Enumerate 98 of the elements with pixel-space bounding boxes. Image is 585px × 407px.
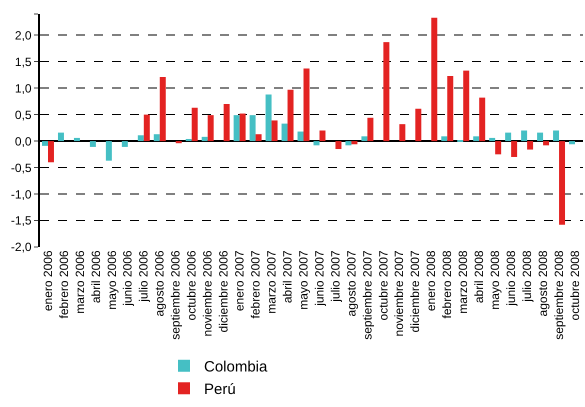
x-tick-label: marzo 2008 (456, 250, 470, 314)
bar (511, 141, 518, 157)
bar (106, 141, 112, 161)
bar (122, 141, 128, 147)
bar (192, 108, 198, 142)
bar (351, 141, 358, 144)
bar (160, 77, 166, 142)
bar (74, 138, 80, 142)
x-tick-label: diciembre 2006 (216, 250, 231, 332)
y-tick-label: -2,0 (10, 240, 32, 254)
x-tick-label: mayo 2008 (488, 250, 502, 310)
bar (272, 120, 278, 142)
bar (250, 115, 256, 142)
x-tick-label: julio 2006 (136, 250, 151, 303)
x-tick-label: junio 2006 (120, 250, 135, 307)
bar (399, 124, 406, 142)
x-tick-label: enero 2007 (232, 250, 247, 312)
bar (447, 76, 454, 142)
x-tick-label: febrero 2008 (440, 250, 454, 318)
y-tick-label: 0,5 (14, 108, 32, 122)
bar (144, 114, 150, 142)
bar (266, 94, 272, 142)
x-tick-label: agosto 2007 (344, 250, 358, 316)
y-tick-label: -1,5 (10, 214, 32, 228)
x-tick-label: mayo 2006 (104, 250, 119, 310)
bar (383, 42, 390, 142)
bar (559, 141, 566, 225)
y-tick-label: -0,5 (10, 160, 32, 175)
bar (543, 141, 550, 146)
y-tick-label: 1,0 (14, 81, 32, 96)
x-tick-label: agosto 2006 (152, 250, 167, 316)
bar (537, 132, 544, 142)
bar (224, 104, 230, 142)
x-tick-label: marzo 2006 (72, 250, 87, 314)
bar (298, 132, 304, 142)
x-tick-label: enero 2006 (40, 250, 55, 312)
bar (48, 141, 54, 162)
x-tick-label: febrero 2007 (248, 250, 262, 318)
x-tick-label: junio 2008 (504, 250, 518, 307)
bar (553, 130, 560, 142)
x-tick-label: septiembre 2006 (168, 250, 183, 340)
x-tick-label: junio 2007 (312, 250, 326, 307)
x-tick-label: julio 2008 (520, 250, 534, 303)
x-tick-label: noviembre 2007 (392, 250, 406, 336)
bar (569, 141, 576, 144)
bar (186, 138, 192, 142)
y-tick-label: -1,0 (10, 187, 32, 202)
y-tick-label: 2,0 (14, 28, 32, 42)
bar (527, 141, 534, 150)
bar (463, 70, 470, 142)
bar (489, 138, 496, 142)
bar (345, 141, 352, 146)
x-tick-label: abril 2006 (88, 250, 103, 304)
bar (441, 136, 448, 142)
legend-label: Perú (204, 381, 236, 398)
bar (415, 108, 422, 142)
x-tick-label: septiembre 2008 (552, 250, 566, 340)
bar (282, 124, 288, 142)
bar (335, 141, 342, 150)
bar (288, 90, 294, 142)
x-tick-label: septiembre 2007 (360, 250, 374, 340)
bar (431, 18, 438, 142)
bar (319, 130, 326, 142)
x-tick-label: julio 2007 (328, 250, 342, 303)
x-tick-label: marzo 2007 (264, 250, 278, 314)
bar (505, 132, 512, 142)
x-tick-label: octubre 2007 (376, 250, 390, 320)
bar (138, 135, 144, 142)
y-tick-label: 1,5 (14, 54, 32, 69)
x-tick-label: febrero 2006 (56, 250, 71, 318)
bar (367, 118, 374, 142)
bar (202, 136, 208, 142)
bar (479, 98, 486, 142)
legend-label: Colombia (204, 358, 268, 376)
x-tick-label: diciembre 2007 (408, 250, 422, 332)
x-tick-label: enero 2008 (424, 250, 438, 312)
bar (256, 134, 262, 142)
bar (473, 136, 480, 142)
bar (90, 141, 96, 147)
bar (234, 115, 240, 142)
x-tick-label: abril 2008 (472, 250, 486, 304)
x-tick-label: mayo 2007 (296, 250, 310, 310)
x-tick-label: octubre 2008 (568, 250, 582, 320)
bar (304, 68, 310, 142)
bar (314, 141, 320, 146)
bar (58, 132, 64, 142)
bar (154, 134, 160, 142)
x-tick-label: agosto 2008 (536, 250, 550, 316)
bar (208, 115, 214, 142)
x-tick-label: abril 2007 (280, 250, 294, 304)
bar (240, 114, 246, 142)
x-tick-label: octubre 2006 (184, 250, 199, 320)
bar (42, 141, 48, 146)
bar (361, 136, 368, 142)
bar (521, 130, 528, 142)
y-tick-label: 0,0 (14, 134, 32, 148)
bar (495, 141, 502, 154)
x-tick-label: noviembre 2006 (200, 250, 215, 336)
